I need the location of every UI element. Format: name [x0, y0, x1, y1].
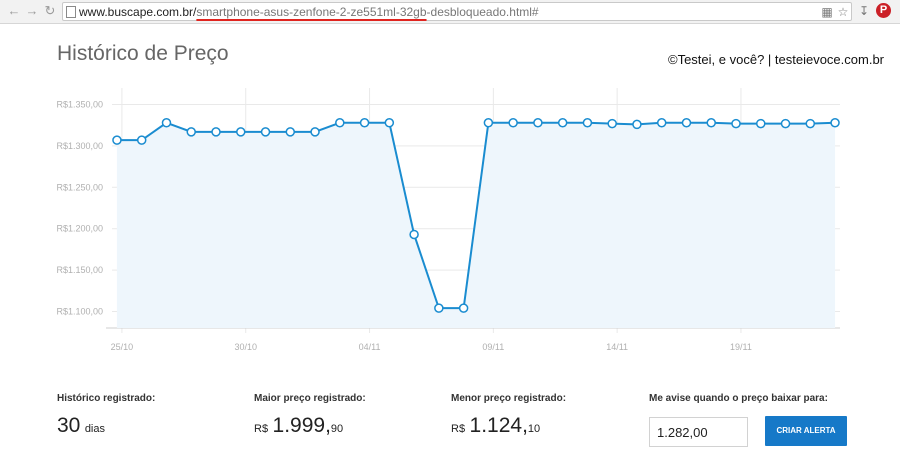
data-point	[161, 118, 172, 128]
data-point	[557, 118, 568, 128]
min-price-cents: 10	[527, 423, 541, 435]
data-point	[458, 303, 469, 313]
data-point	[681, 118, 692, 128]
create-alert-button[interactable]: CRIAR ALERTA	[765, 416, 847, 446]
history-days-number: 30	[57, 414, 81, 437]
data-point	[409, 229, 419, 240]
data-point	[656, 118, 667, 128]
pinterest-icon[interactable]: P	[876, 3, 891, 18]
y-tick-label: R$1.300,00	[56, 141, 103, 151]
url-path-rest: -desbloqueado.html#	[426, 5, 539, 19]
price-chart-svg: R$1.100,00 R$1.150,00 R$1.200,00 R$1.250,00…	[56, 88, 840, 352]
min-price-currency: R$	[451, 423, 466, 435]
max-price-cents: 90	[330, 423, 344, 435]
max-price-value: R$ 1.999,90	[254, 414, 343, 438]
reload-icon[interactable]: ↻	[44, 3, 56, 18]
data-point	[508, 118, 518, 128]
page-icon	[66, 6, 76, 18]
data-point	[112, 135, 122, 145]
bookmark-star-icon[interactable]: ☆	[837, 5, 849, 19]
series-area	[116, 122, 836, 328]
y-tick-label: R$1.250,00	[56, 182, 103, 192]
data-point	[384, 118, 395, 128]
data-point	[335, 118, 345, 128]
data-point	[186, 127, 196, 137]
data-point	[607, 118, 617, 129]
data-point	[211, 127, 221, 137]
data-point	[706, 118, 716, 128]
y-tick-label: R$1.150,00	[56, 265, 103, 275]
data-point	[632, 119, 642, 130]
data-point	[780, 118, 791, 129]
url-domain: www.buscape.com.br/	[79, 5, 197, 19]
address-bar[interactable]: www.buscape.com.br/smartphone-asus-zenfo…	[62, 2, 852, 21]
history-days-unit: dias	[84, 423, 105, 435]
y-tick-label: R$1.200,00	[56, 224, 103, 234]
data-point	[533, 118, 543, 128]
data-point	[359, 118, 370, 128]
data-point	[136, 135, 147, 145]
forward-arrow-icon[interactable]: →	[25, 3, 39, 18]
page-title: Histórico de Preço	[57, 42, 229, 65]
price-history-chart: R$1.100,00 R$1.150,00 R$1.200,00 R$1.250,00…	[0, 88, 900, 368]
data-point	[483, 118, 494, 128]
data-point	[582, 118, 593, 128]
download-icon[interactable]: ↧	[858, 4, 870, 18]
url-text[interactable]: www.buscape.com.br/smartphone-asus-zenfo…	[79, 5, 539, 19]
translate-icon[interactable]: ▦	[821, 5, 833, 19]
y-tick-label: R$1.100,00	[56, 306, 103, 316]
history-label: Histórico registrado:	[57, 393, 156, 404]
max-price-integer: 1.999,	[272, 414, 331, 437]
back-arrow-icon[interactable]: ←	[7, 3, 21, 18]
min-price-value: R$ 1.124,10	[451, 414, 540, 438]
data-point	[285, 127, 296, 137]
max-price-currency: R$	[254, 423, 269, 435]
data-point	[731, 118, 741, 129]
x-tick-label: 30/10	[234, 342, 257, 352]
x-tick-label: 09/11	[482, 342, 504, 352]
x-tick-label: 14/11	[606, 342, 628, 352]
alert-label: Me avise quando o preço baixar para:	[649, 393, 828, 404]
data-point	[830, 118, 840, 128]
x-tick-label: 25/10	[111, 342, 134, 352]
max-price-label: Maior preço registrado:	[254, 393, 366, 404]
browser-toolbar: ← → ↻ www.buscape.com.br/smartphone-asus…	[0, 0, 900, 24]
y-tick-label: R$1.350,00	[56, 100, 103, 110]
data-point	[805, 118, 816, 129]
data-point	[236, 127, 246, 137]
x-tick-label: 04/11	[359, 342, 381, 352]
alert-price-input[interactable]	[649, 417, 748, 447]
watermark-text: ©Testei, e você? | testeievoce.com.br	[668, 52, 884, 67]
x-tick-label: 19/11	[730, 342, 752, 352]
min-price-label: Menor preço registrado:	[451, 393, 567, 404]
url-path-highlighted: smartphone-asus-zenfone-2-ze551ml-32gb	[196, 5, 427, 19]
data-point	[756, 118, 766, 129]
min-price-integer: 1.124,	[469, 414, 528, 437]
history-value: 30 dias	[57, 414, 105, 438]
data-point	[310, 127, 320, 137]
data-point	[434, 303, 444, 313]
data-point	[260, 127, 271, 137]
